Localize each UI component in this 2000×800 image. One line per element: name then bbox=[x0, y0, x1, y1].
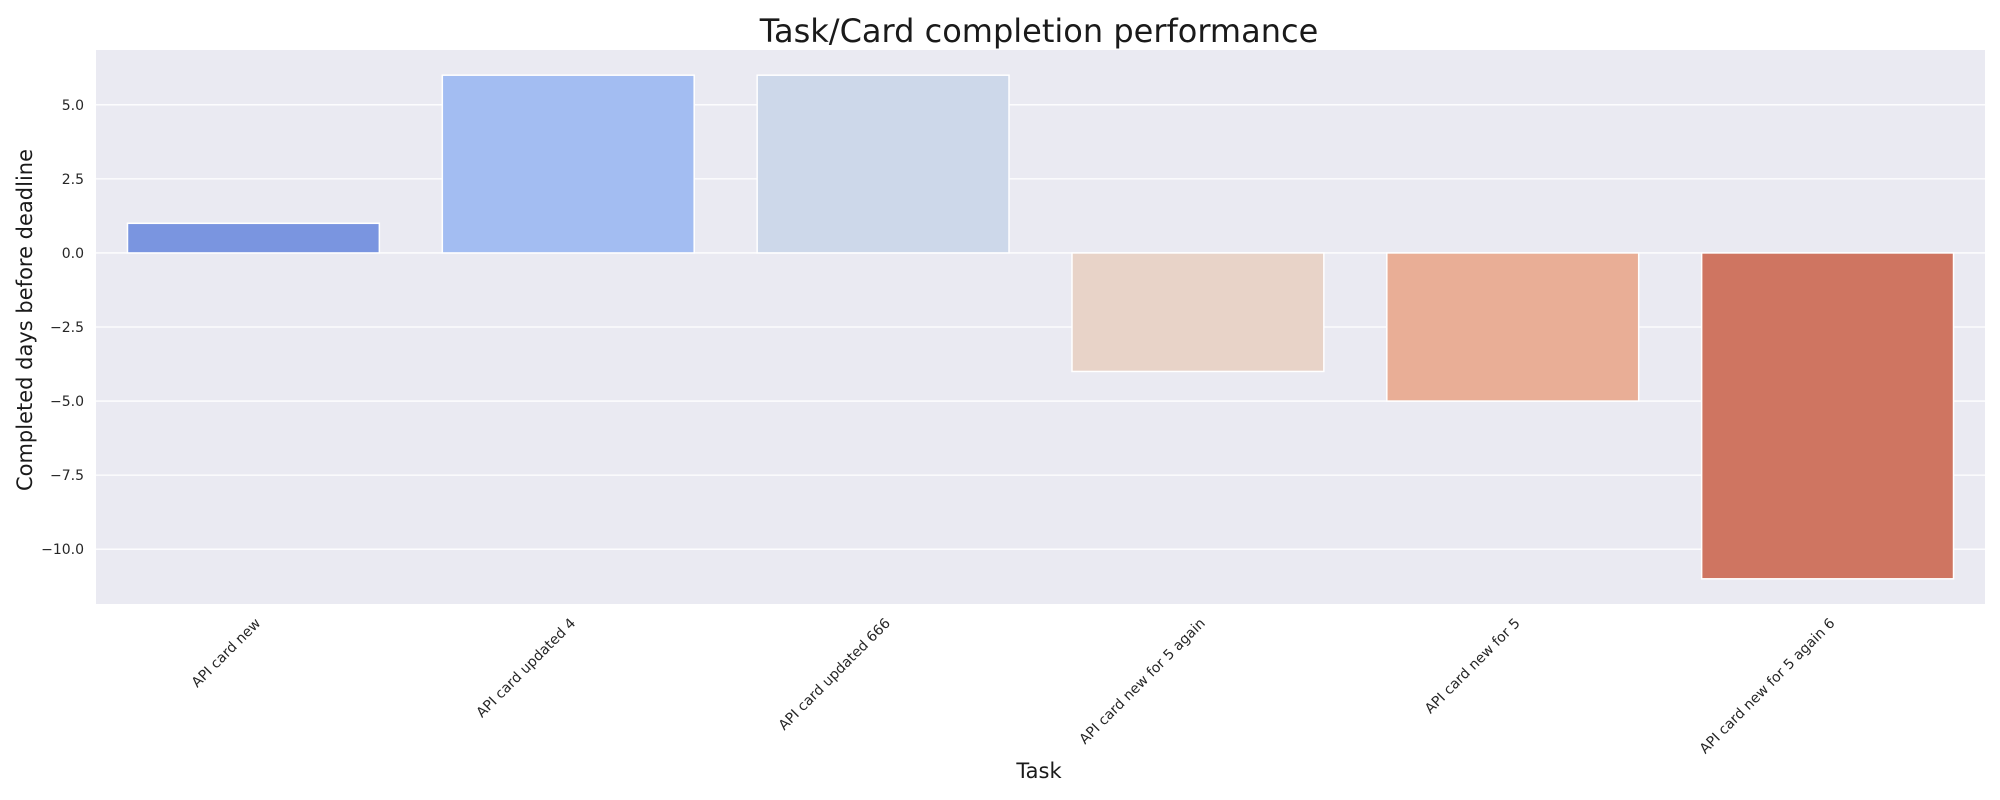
x-axis-label: Task bbox=[1015, 759, 1062, 783]
bar bbox=[441, 74, 695, 254]
bar bbox=[756, 74, 1010, 254]
gridlines bbox=[96, 104, 1985, 550]
y-tick-label: −7.5 bbox=[50, 468, 84, 484]
y-tick-label: −10.0 bbox=[41, 542, 84, 558]
y-tick-label: −5.0 bbox=[50, 394, 84, 410]
y-tick-label: −2.5 bbox=[50, 320, 84, 336]
bar bbox=[1071, 252, 1325, 373]
bar bbox=[126, 222, 381, 254]
y-tick-label: 5.0 bbox=[62, 98, 84, 114]
chart-title: Task/Card completion performance bbox=[759, 12, 1319, 50]
bars bbox=[126, 74, 1955, 580]
y-tick-label: 0.0 bbox=[62, 246, 84, 262]
bar bbox=[1700, 252, 1955, 580]
y-tick-label: 2.5 bbox=[62, 172, 84, 188]
y-axis-label: Completed days before deadline bbox=[13, 149, 37, 491]
bar bbox=[1386, 252, 1640, 402]
y-axis-ticks: −10.0 −7.5 −5.0 −2.5 0.0 2.5 5.0 bbox=[41, 98, 84, 558]
